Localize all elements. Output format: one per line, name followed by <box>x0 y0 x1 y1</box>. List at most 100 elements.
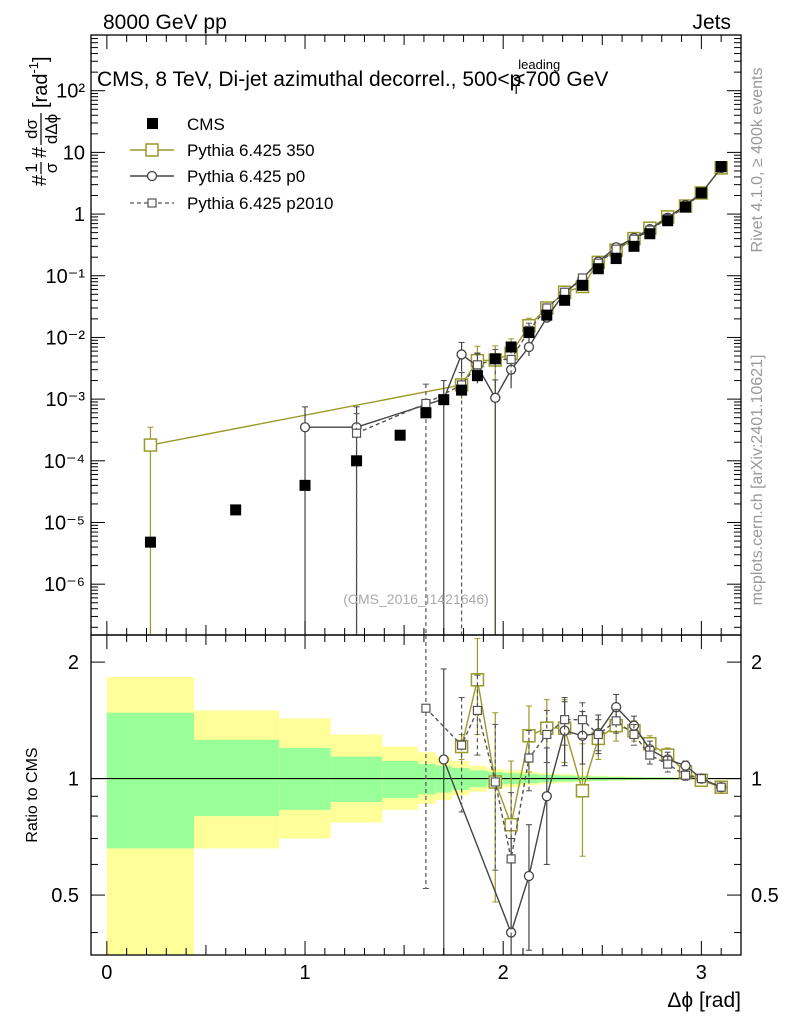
cms-data-point <box>576 279 588 291</box>
watermark: (CMS_2016_I1421646) <box>343 591 489 607</box>
inner-uncertainty-band <box>330 756 383 802</box>
ratio-pythia-p2010-point <box>421 703 431 713</box>
cms-data-point <box>644 228 656 240</box>
cms-data-point <box>299 479 311 491</box>
main-title-prefix: CMS, 8 TeV, Di-jet azimuthal decorrel., … <box>97 68 521 91</box>
cms-data-point <box>438 394 450 406</box>
pythia-p0-point <box>523 341 535 353</box>
legend-entry-cms: CMS <box>147 115 225 134</box>
ylabel-hash2: # <box>29 146 51 158</box>
ylabel-num2: dσ <box>22 119 41 139</box>
inner-uncertainty-band <box>194 739 280 817</box>
cms-data-point <box>144 536 156 548</box>
ratio-pythia-p2010-point <box>629 729 639 740</box>
x-tick-label: 0 <box>101 962 112 984</box>
legend-label-cms: CMS <box>187 115 225 134</box>
pythia-p2010-point <box>351 428 362 438</box>
cms-data-point <box>610 253 622 265</box>
main-y-tick-label: 10⁻¹ <box>46 266 86 288</box>
main-y-tick-label: 1 <box>74 204 85 226</box>
legend-label-pythia-350: Pythia 6.425 350 <box>187 141 315 160</box>
cms-data-point <box>662 215 674 227</box>
ratio-pythia-p0-point <box>438 754 449 765</box>
ylabel-unit: [rad-1] <box>26 56 52 108</box>
cms-data-point <box>695 187 707 199</box>
pythia-p0-point <box>299 422 311 433</box>
cms-data-point <box>351 455 363 467</box>
ylabel-unit-open: [rad <box>30 74 52 108</box>
ylabel-den1: σ <box>42 162 61 173</box>
cms-data-point <box>471 370 483 382</box>
ratio-series-2 <box>421 634 726 956</box>
ratio-pythia-p2010-point <box>645 750 655 760</box>
ratio-pythia-p2010-point <box>663 759 673 769</box>
ratio-series-line <box>460 679 722 828</box>
cms-data-point <box>628 240 640 252</box>
main-ylabel: # 1 σ # dσ dΔϕ [rad-1] <box>22 56 61 186</box>
pythia-p2010-point <box>421 398 431 409</box>
ratio-pythia-p2010-point <box>506 854 516 864</box>
ratio-pythia-p0-point <box>541 791 552 802</box>
pythia-p2010-point <box>472 360 483 370</box>
cms-data-point <box>523 327 535 339</box>
main-y-tick-label: 10⁻³ <box>46 389 86 411</box>
cms-data-point <box>680 201 692 213</box>
main-title-suffix: <700 GeV <box>513 68 608 91</box>
pythia-p2010-point <box>611 244 621 254</box>
xlabel: Δϕ [rad] <box>667 989 741 1012</box>
legend-entry-pythia-p2010: Pythia 6.425 p2010 <box>130 194 334 213</box>
main-y-tick-label: 10² <box>56 81 85 103</box>
cms-data-point <box>592 263 604 275</box>
legend-entry-pythia-350: Pythia 6.425 350 <box>130 141 315 160</box>
rivet-label: Rivet 4.1.0, ≥ 400k events <box>749 68 766 253</box>
inner-uncertainty-band <box>417 764 436 795</box>
cms-data-point <box>230 504 242 516</box>
cms-data-point <box>420 407 432 419</box>
ratio-y-tick-label-right: 1 <box>751 769 762 791</box>
ratio-pythia-p2010-point <box>542 729 552 740</box>
legend-marker-pythia-350 <box>145 143 159 157</box>
ratio-y-tick-label: 1 <box>68 769 79 791</box>
x-tick-label: 1 <box>299 962 310 984</box>
pythia-p2010-point <box>506 354 516 365</box>
cms-data-point <box>559 294 571 306</box>
legend-label-pythia-p2010: Pythia 6.425 p2010 <box>187 194 334 213</box>
x-tick-label: 2 <box>498 962 509 984</box>
ratio-pythia-p2010-point <box>560 715 570 725</box>
ratio-pythia-p2010-point <box>577 715 588 725</box>
ratio-y-tick-label-right: 0.5 <box>751 885 779 907</box>
inner-uncertainty-band <box>106 712 195 849</box>
ratio-pythia-p2010-point <box>490 777 500 787</box>
main-series-0 <box>144 161 727 548</box>
pythia-p0-point <box>490 392 501 403</box>
cms-data-point <box>541 309 553 321</box>
header-right: Jets <box>692 11 731 34</box>
pythia-p0-point <box>456 349 467 360</box>
ylabel-hash1: # <box>29 174 51 186</box>
ratio-pythia-p2010-point <box>696 773 706 784</box>
ylabel-unit-close: ] <box>30 56 52 62</box>
ratio-pythia-p2010-point <box>593 729 603 740</box>
cms-data-point <box>505 341 517 353</box>
ratio-pythia-350-point <box>575 784 590 798</box>
legend: CMS Pythia 6.425 350 Pythia 6.425 p0 Pyt… <box>130 115 334 213</box>
ratio-ylabel: Ratio to CMS <box>24 747 41 842</box>
main-y-tick-label: 10⁻⁵ <box>44 512 85 534</box>
main-panel: 10⁻⁶ 10⁻⁵ 10⁻⁴ 10⁻³ 10⁻² 10⁻¹ 1 10 10² CMS, 8 Te… <box>22 34 742 636</box>
ratio-pythia-350-point <box>522 729 536 743</box>
legend-label-pythia-p0: Pythia 6.425 p0 <box>187 167 305 186</box>
pythia-350-point <box>143 438 158 452</box>
ylabel-den2: dΔϕ <box>42 114 61 144</box>
main-title: CMS, 8 TeV, Di-jet azimuthal decorrel., … <box>97 57 608 97</box>
legend-marker-pythia-p0 <box>146 170 158 182</box>
ratio-pythia-p2010-point <box>680 770 691 780</box>
cms-data-point <box>489 353 501 365</box>
ratio-y-tick-label: 0.5 <box>51 885 79 907</box>
mcplots-label: mcplots.cern.ch [arXiv:2401.10621] <box>749 355 766 606</box>
cms-data-point <box>715 161 727 173</box>
legend-marker-pythia-p2010 <box>147 198 157 208</box>
main-y-tick-label: 10⁻⁴ <box>44 451 85 473</box>
ratio-pythia-p2010-point <box>456 740 467 750</box>
cms-data-point <box>456 384 468 396</box>
